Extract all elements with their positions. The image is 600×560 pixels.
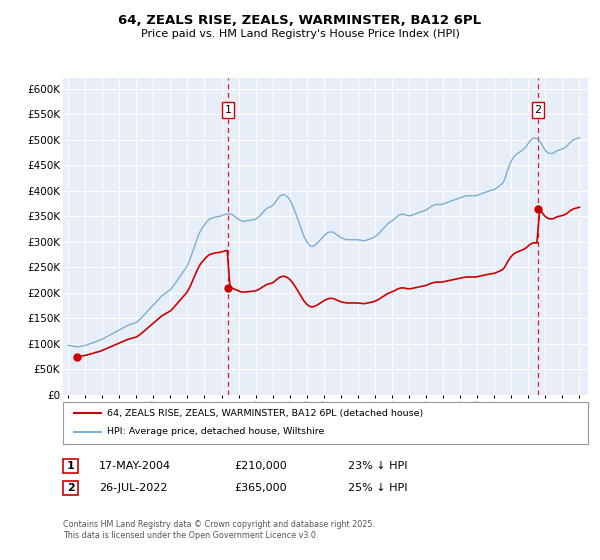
Text: 64, ZEALS RISE, ZEALS, WARMINSTER, BA12 6PL (detached house): 64, ZEALS RISE, ZEALS, WARMINSTER, BA12 … [107, 409, 423, 418]
Text: 25% ↓ HPI: 25% ↓ HPI [348, 483, 407, 493]
Text: 23% ↓ HPI: 23% ↓ HPI [348, 461, 407, 471]
Text: HPI: Average price, detached house, Wiltshire: HPI: Average price, detached house, Wilt… [107, 427, 324, 436]
Text: 26-JUL-2022: 26-JUL-2022 [99, 483, 167, 493]
Text: Contains HM Land Registry data © Crown copyright and database right 2025.
This d: Contains HM Land Registry data © Crown c… [63, 520, 375, 540]
Text: 1: 1 [67, 461, 74, 471]
Text: £210,000: £210,000 [234, 461, 287, 471]
Text: 64, ZEALS RISE, ZEALS, WARMINSTER, BA12 6PL: 64, ZEALS RISE, ZEALS, WARMINSTER, BA12 … [118, 14, 482, 27]
Text: Price paid vs. HM Land Registry's House Price Index (HPI): Price paid vs. HM Land Registry's House … [140, 29, 460, 39]
Text: 1: 1 [224, 105, 232, 115]
Text: 2: 2 [535, 105, 541, 115]
Text: 17-MAY-2004: 17-MAY-2004 [99, 461, 171, 471]
Text: 2: 2 [67, 483, 74, 493]
Text: £365,000: £365,000 [234, 483, 287, 493]
